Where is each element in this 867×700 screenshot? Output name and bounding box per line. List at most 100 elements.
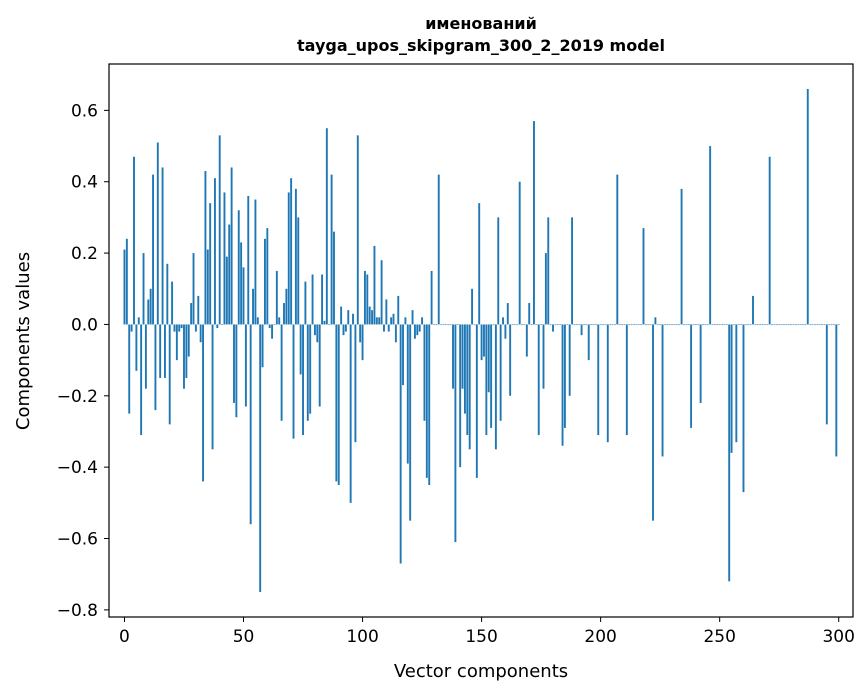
bar-72 bbox=[294, 188, 297, 325]
bar-79 bbox=[311, 274, 314, 325]
bar-138 bbox=[452, 324, 454, 389]
bar-167 bbox=[521, 324, 524, 326]
bar-162 bbox=[509, 324, 512, 396]
bar-196 bbox=[590, 324, 593, 326]
bar-47 bbox=[235, 324, 238, 418]
bar-108 bbox=[380, 260, 383, 325]
bar-55 bbox=[254, 199, 257, 325]
bar-21 bbox=[173, 324, 176, 332]
bar-282 bbox=[794, 324, 797, 326]
bar-107 bbox=[378, 317, 381, 325]
bar-184 bbox=[561, 324, 564, 446]
bar-6 bbox=[137, 317, 140, 325]
bar-137 bbox=[449, 324, 452, 326]
bar-273 bbox=[773, 324, 776, 326]
bar-144 bbox=[466, 324, 469, 436]
bar-125 bbox=[421, 317, 424, 325]
bar-280 bbox=[790, 324, 793, 326]
bar-171 bbox=[530, 324, 533, 326]
bar-126 bbox=[423, 324, 426, 421]
bar-251 bbox=[721, 324, 723, 326]
bar-61 bbox=[268, 324, 271, 329]
bar-86 bbox=[328, 324, 331, 326]
bar-231 bbox=[673, 324, 676, 326]
bar-67 bbox=[283, 303, 285, 325]
bar-256 bbox=[733, 324, 735, 326]
bar-52 bbox=[247, 196, 250, 325]
bar-207 bbox=[616, 174, 619, 325]
bar-30 bbox=[194, 324, 197, 332]
bar-176 bbox=[542, 324, 545, 389]
bar-16 bbox=[161, 167, 164, 325]
bar-289 bbox=[811, 324, 814, 326]
bar-8 bbox=[142, 253, 145, 325]
bar-116 bbox=[399, 324, 402, 564]
bar-177 bbox=[544, 253, 547, 325]
bar-248 bbox=[713, 324, 716, 326]
bar-33 bbox=[202, 324, 204, 482]
bar-290 bbox=[813, 324, 816, 326]
bar-43 bbox=[225, 256, 228, 325]
bar-156 bbox=[494, 324, 497, 450]
x-axis-ticks: 0 50 100 150 200 250 300 bbox=[119, 617, 855, 647]
bar-131 bbox=[435, 324, 438, 326]
bar-220 bbox=[647, 324, 650, 326]
bar-49 bbox=[240, 242, 243, 325]
bar-105 bbox=[373, 245, 376, 325]
bar-76 bbox=[304, 281, 307, 325]
bar-78 bbox=[309, 324, 312, 414]
bar-121 bbox=[411, 310, 414, 325]
bar-141 bbox=[459, 324, 462, 468]
bar-29 bbox=[192, 253, 195, 325]
bar-299 bbox=[835, 324, 838, 457]
bar-195 bbox=[587, 324, 590, 361]
bar-298 bbox=[833, 324, 835, 326]
bar-155 bbox=[492, 324, 495, 326]
bar-57 bbox=[259, 324, 262, 593]
bar-225 bbox=[659, 324, 662, 326]
bar-98 bbox=[356, 135, 359, 325]
bar-11 bbox=[149, 288, 152, 325]
bar-54 bbox=[252, 288, 254, 325]
bar-161 bbox=[506, 303, 509, 325]
y-tick-label-1: −0.6 bbox=[57, 530, 98, 550]
bar-288 bbox=[809, 324, 812, 326]
bar-132 bbox=[437, 174, 440, 325]
chart-title-line-2: tayga_upos_skipgram_300_2_2019 model bbox=[297, 36, 665, 55]
bar-189 bbox=[573, 324, 576, 326]
bar-287 bbox=[806, 88, 809, 325]
bar-77 bbox=[306, 324, 309, 421]
bar-260 bbox=[742, 324, 745, 493]
bar-174 bbox=[537, 324, 540, 436]
y-tick-label-0: −0.8 bbox=[57, 601, 98, 621]
bar-192 bbox=[580, 324, 583, 336]
bar-279 bbox=[787, 324, 790, 326]
bar-14 bbox=[156, 142, 159, 325]
bar-25 bbox=[183, 324, 185, 389]
bar-15 bbox=[159, 324, 162, 378]
bar-163 bbox=[511, 324, 514, 326]
bar-239 bbox=[692, 324, 695, 326]
bar-59 bbox=[263, 238, 266, 325]
bar-115 bbox=[397, 295, 400, 325]
bar-272 bbox=[771, 324, 773, 326]
bar-186 bbox=[566, 324, 569, 326]
bar-242 bbox=[699, 324, 702, 403]
bar-32 bbox=[199, 324, 202, 343]
bar-87 bbox=[330, 174, 333, 325]
bar-5 bbox=[135, 324, 138, 371]
bar-91 bbox=[340, 306, 343, 325]
bar-84 bbox=[323, 320, 326, 325]
bar-148 bbox=[475, 324, 478, 478]
bar-145 bbox=[468, 324, 471, 450]
x-tick-label-50: 50 bbox=[233, 627, 255, 647]
bar-170 bbox=[528, 303, 531, 325]
bar-285 bbox=[802, 324, 804, 326]
bar-211 bbox=[625, 324, 628, 436]
bar-181 bbox=[554, 324, 557, 326]
bar-95 bbox=[349, 324, 352, 503]
bar-129 bbox=[430, 270, 433, 325]
bar-215 bbox=[635, 324, 638, 326]
bar-267 bbox=[759, 324, 762, 326]
bar-100 bbox=[361, 324, 364, 361]
